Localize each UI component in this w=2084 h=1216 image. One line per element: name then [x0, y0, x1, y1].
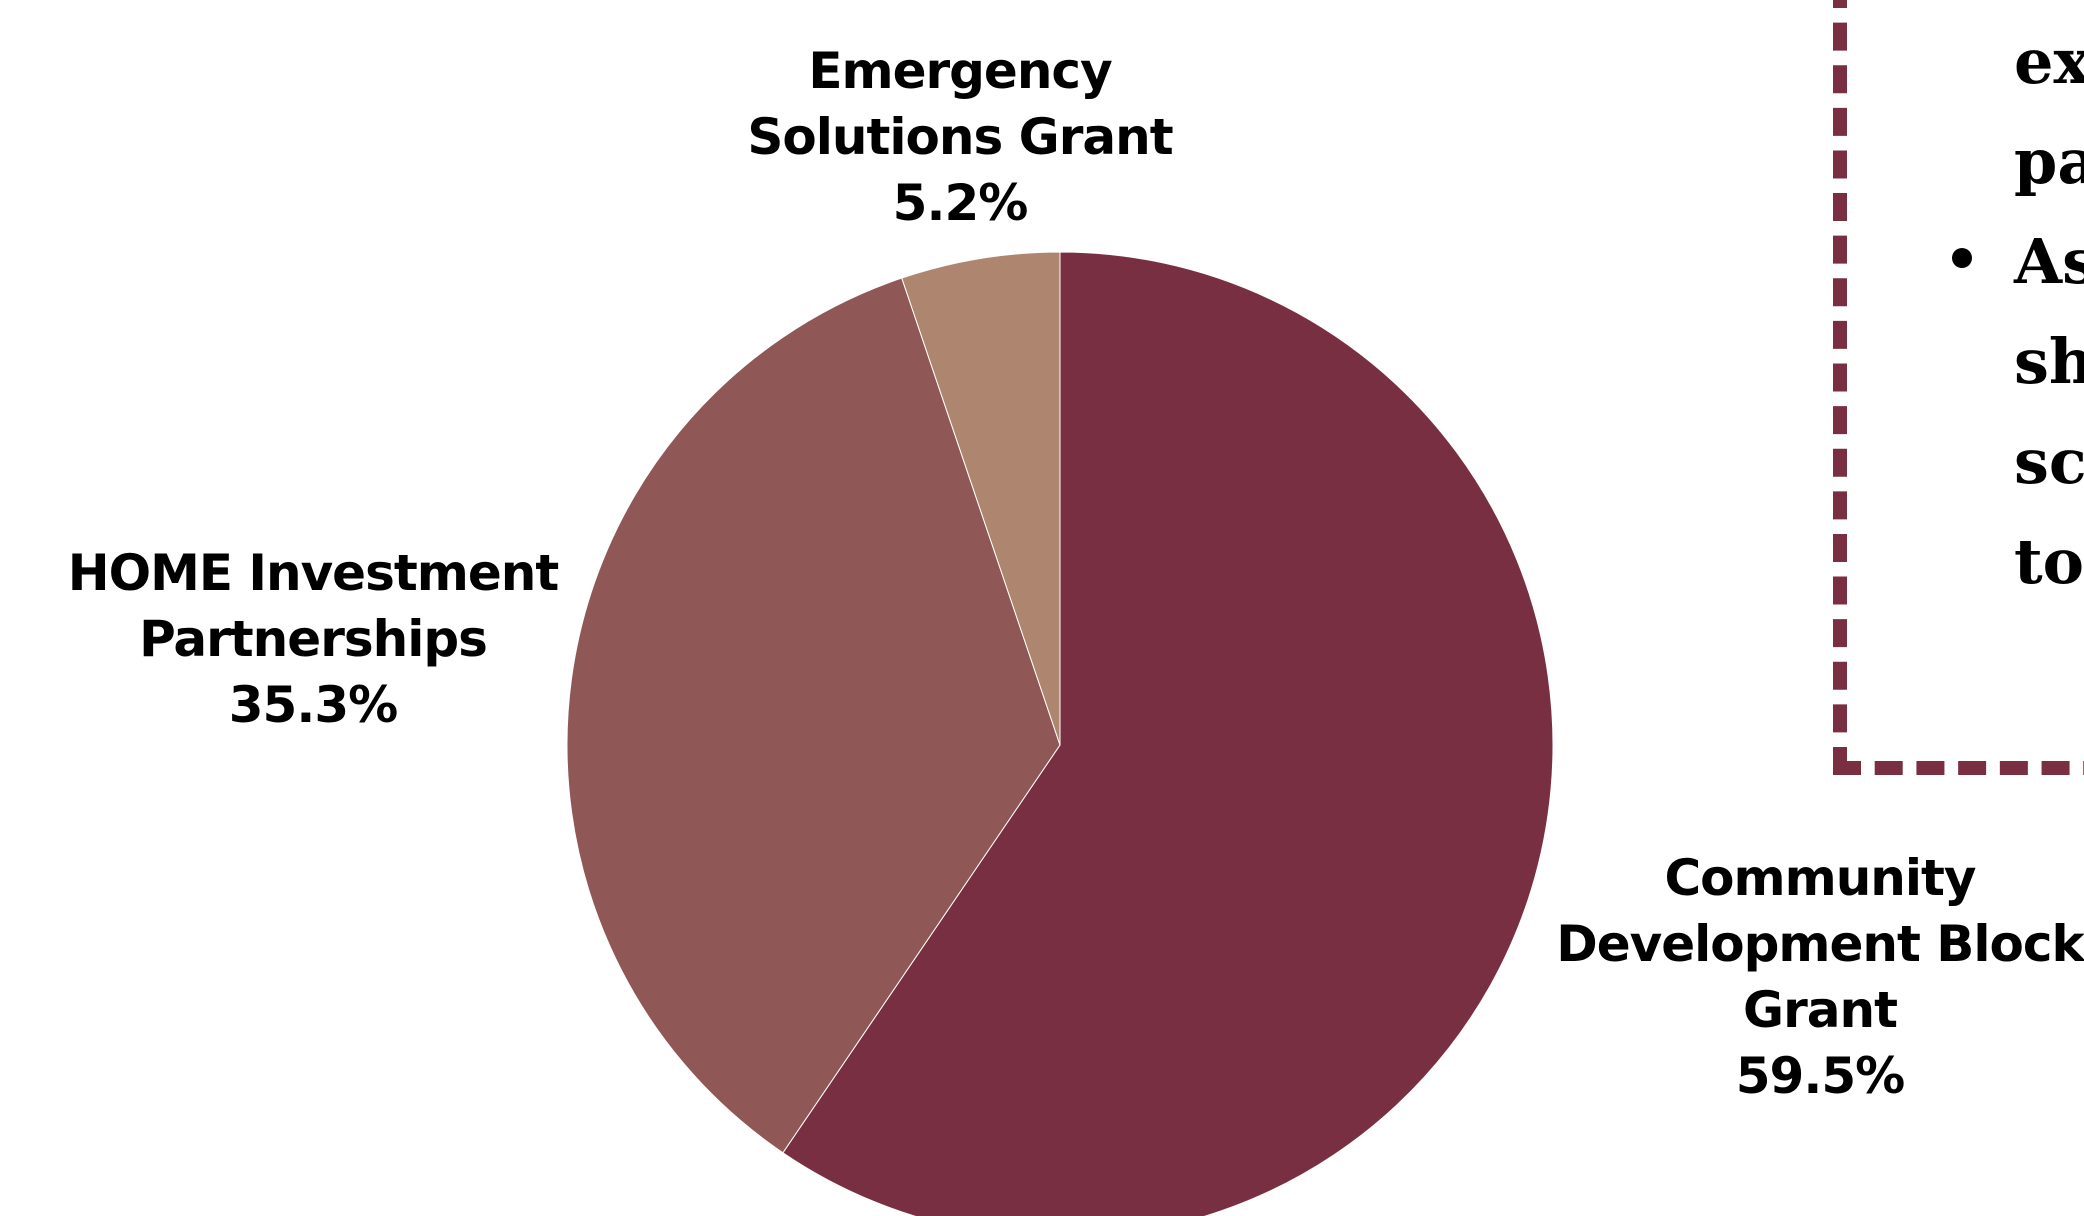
pie-slice-emergency-solutions-grant	[901, 251, 1061, 746]
label-home-line1: HOME Investment	[67, 544, 560, 602]
panel-line: sho	[2014, 325, 2084, 398]
label-home-line2: Partnerships	[139, 610, 488, 668]
label-esg-value: 5.2%	[892, 174, 1029, 232]
pie-slice-home-investment-partnerships	[566, 277, 1061, 1154]
label-community-development-block-grant: Community Development Block Grant 59.5%	[1510, 845, 2084, 1109]
pie-slice-community-development-block-grant	[782, 251, 1554, 1216]
label-esg-line1: Emergency	[808, 42, 1112, 100]
label-emergency-solutions-grant: Emergency Solutions Grant 5.2%	[660, 38, 1260, 236]
side-text-panel: exp par As sho sch to r	[1833, 0, 2084, 775]
label-cdbg-line1: Community	[1664, 849, 1976, 907]
panel-line: exp	[2014, 25, 2084, 98]
bullet-icon	[1952, 248, 1972, 268]
label-cdbg-line3: Grant	[1743, 981, 1898, 1039]
label-home-value: 35.3%	[228, 676, 398, 734]
label-cdbg-line2: Development Block	[1556, 915, 2084, 973]
panel-line: sch	[2014, 425, 2084, 498]
panel-line: As	[2014, 225, 2084, 298]
label-home-investment-partnerships: HOME Investment Partnerships 35.3%	[13, 540, 613, 738]
label-cdbg-value: 59.5%	[1735, 1047, 1905, 1105]
label-esg-line2: Solutions Grant	[747, 108, 1173, 166]
panel-line: to r	[2014, 525, 2084, 598]
panel-line: par	[2014, 125, 2084, 198]
